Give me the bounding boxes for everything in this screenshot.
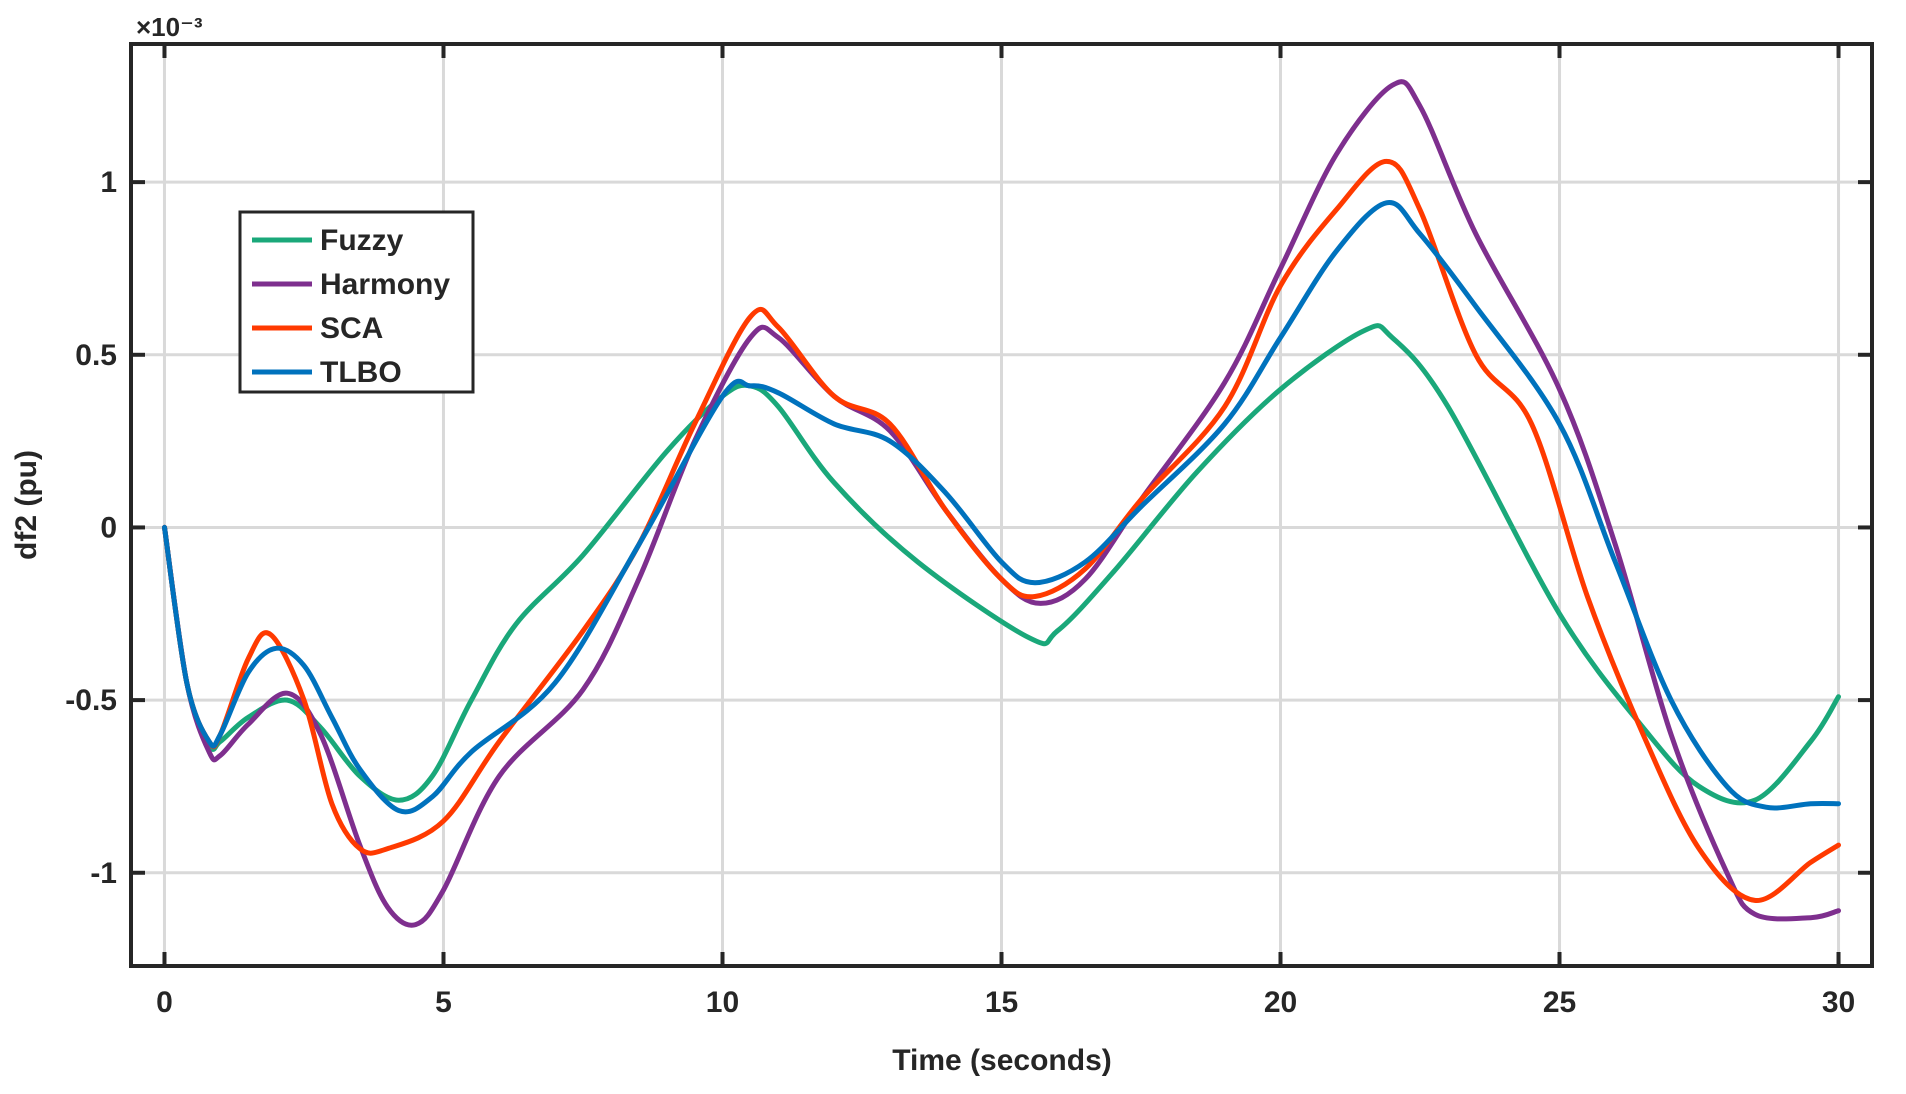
label-layer: Time (seconds) df2 (pu) ×10⁻³ [10, 12, 1112, 1077]
y-tick-label: -1 [90, 857, 117, 890]
x-tick-label: 0 [156, 986, 173, 1019]
tick-layer: 0 5 10 15 20 25 30 -1 -0.5 0 0.5 1 [65, 44, 1872, 1019]
legend-label-fuzzy: Fuzzy [320, 224, 404, 257]
x-tick-label: 20 [1264, 986, 1297, 1019]
y-tick-label: 1 [100, 166, 117, 199]
series-layer [162, 79, 1841, 928]
y-axis-exponent-label: ×10⁻³ [136, 12, 203, 42]
y-axis-label: df2 (pu) [10, 450, 43, 560]
y-tick-label: -0.5 [65, 684, 117, 717]
series-line-tlbo [162, 200, 1841, 815]
y-tick-label: 0 [100, 511, 117, 544]
x-tick-label: 25 [1543, 986, 1576, 1019]
legend: Fuzzy Harmony SCA TLBO [238, 210, 475, 394]
legend-label-tlbo: TLBO [320, 356, 402, 389]
x-tick-label: 5 [435, 986, 452, 1019]
legend-label-harmony: Harmony [320, 268, 450, 301]
x-tick-label: 15 [985, 986, 1018, 1019]
legend-label-sca: SCA [320, 312, 383, 345]
x-tick-label: 30 [1822, 986, 1855, 1019]
x-tick-label: 10 [706, 986, 739, 1019]
x-axis-label: Time (seconds) [892, 1044, 1112, 1077]
y-tick-label: 0.5 [75, 339, 117, 372]
